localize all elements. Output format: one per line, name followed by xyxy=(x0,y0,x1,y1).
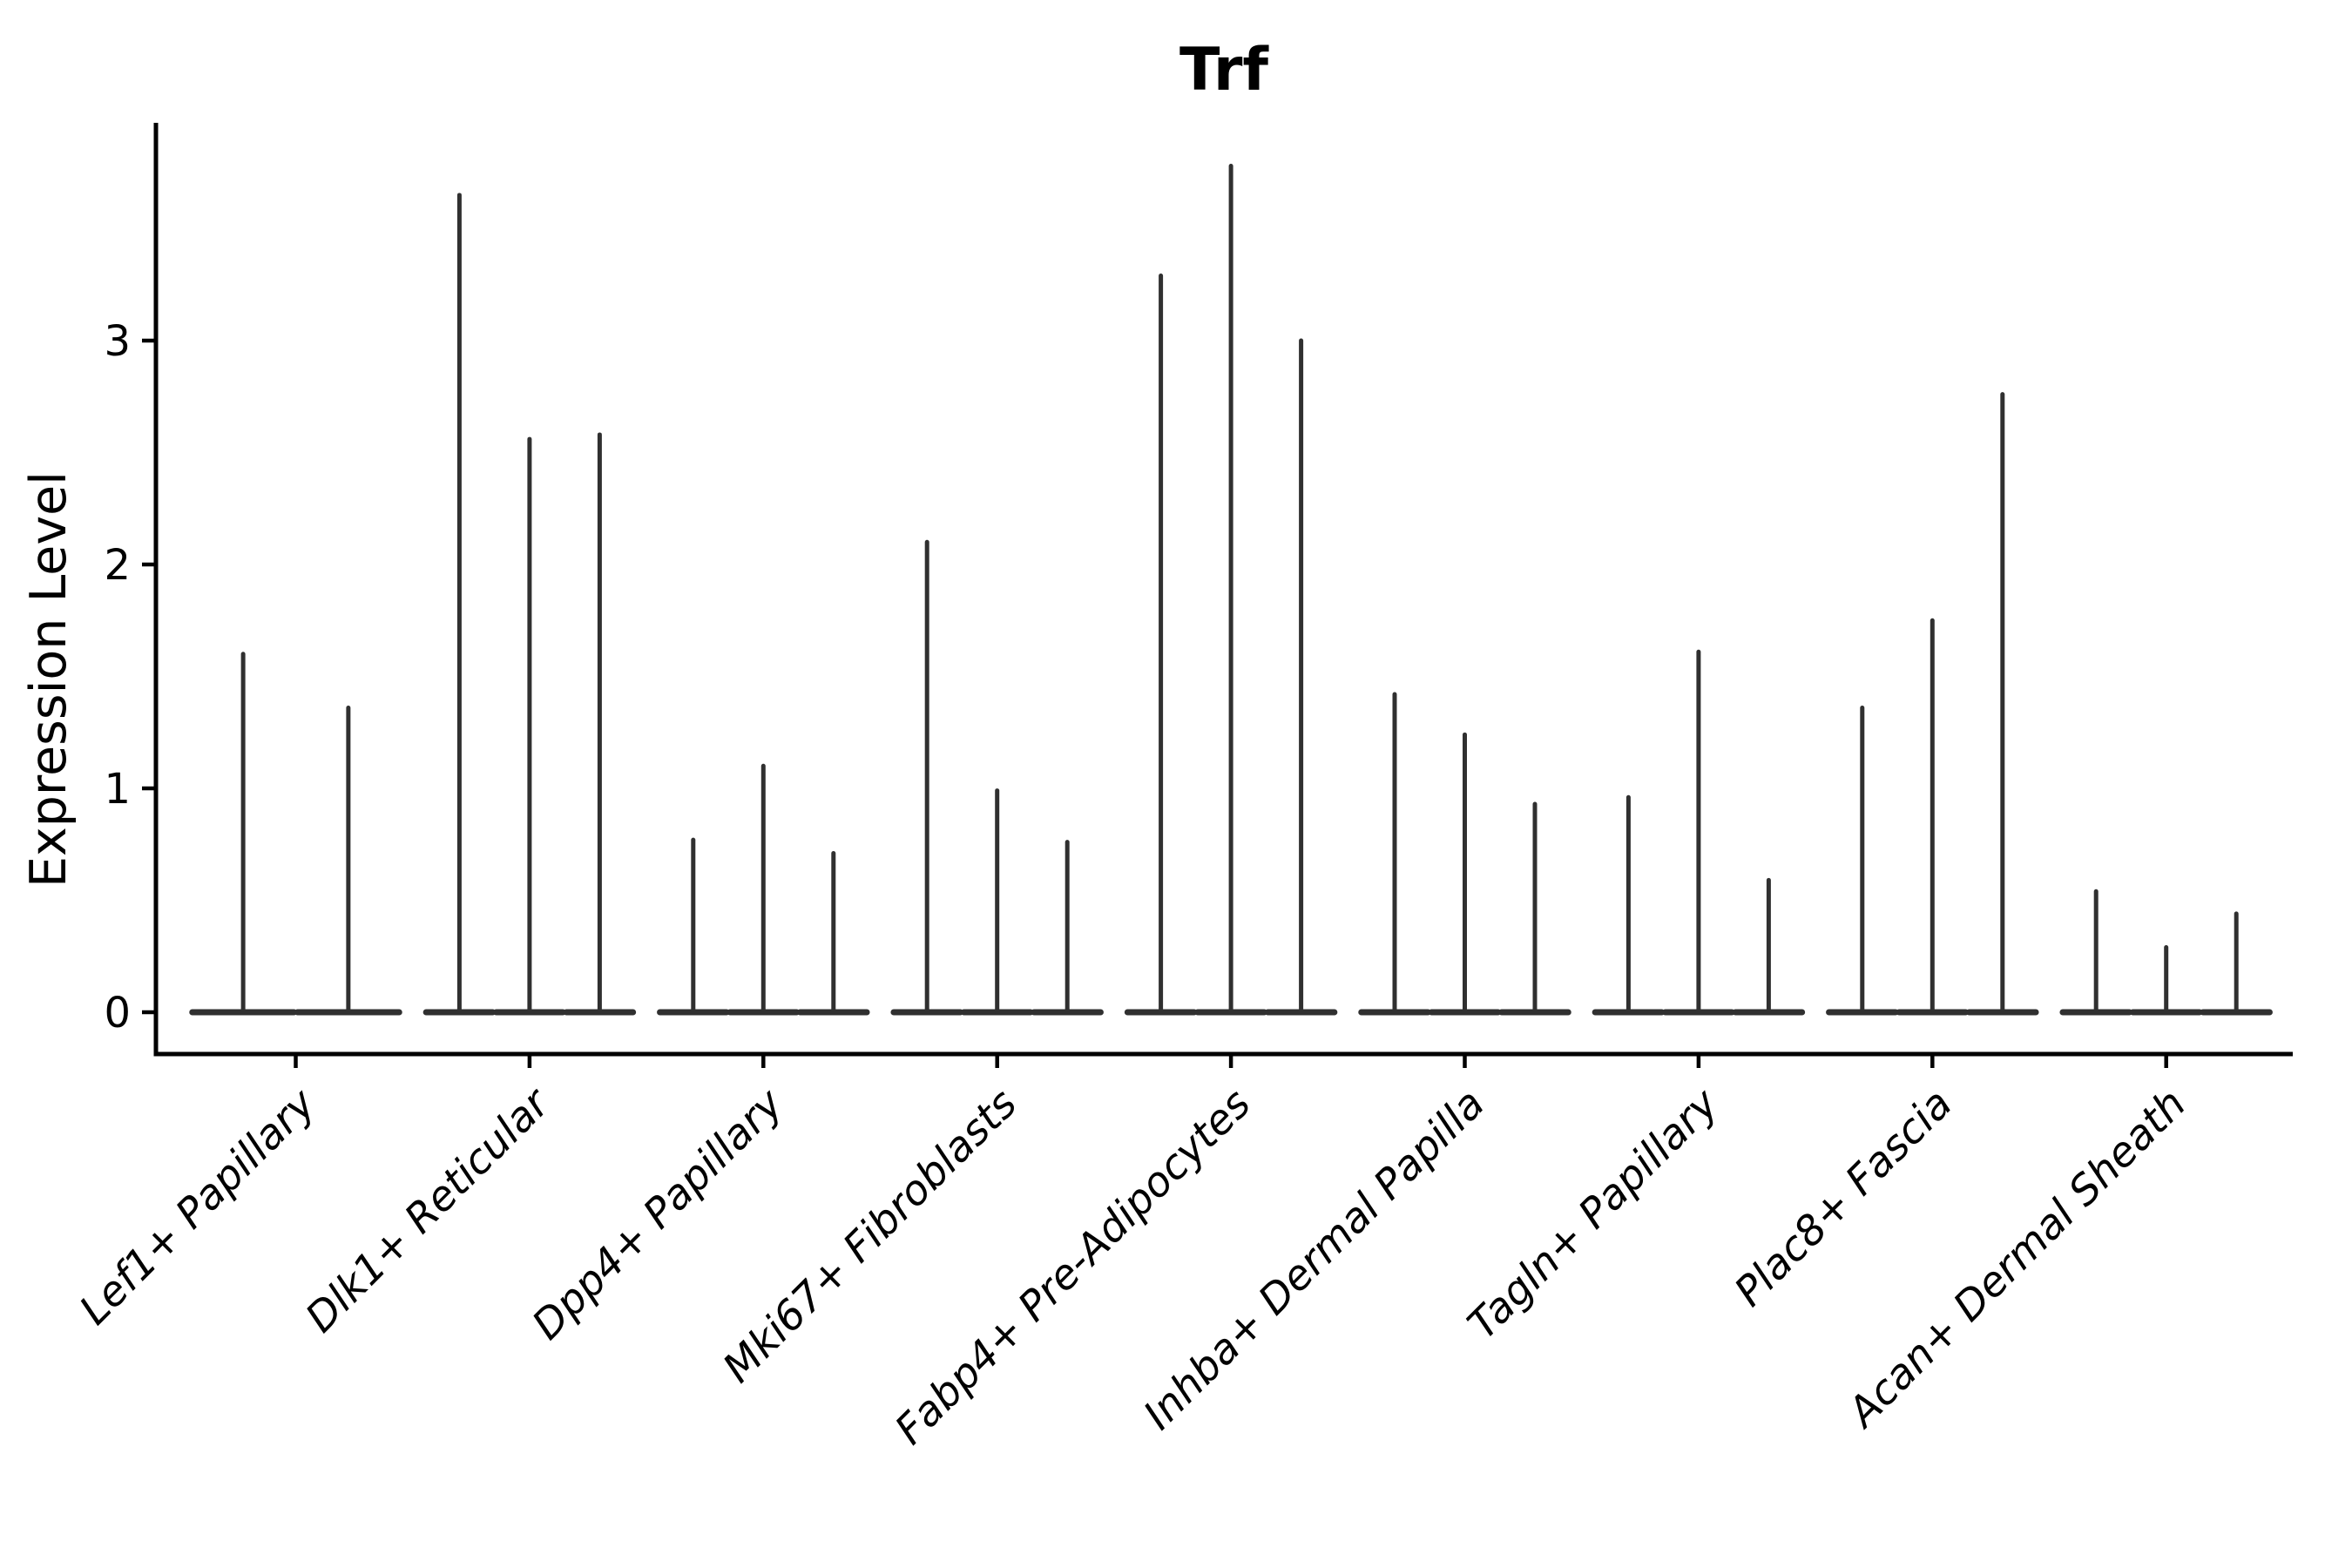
x-tick-label: Plac8+ Fascia xyxy=(1726,1080,1962,1316)
chart-title: Trf xyxy=(1179,36,1269,105)
y-tick-label: 2 xyxy=(104,541,131,590)
y-tick-label: 0 xyxy=(104,989,131,1037)
x-tick-label: Lef1+ Papillary xyxy=(71,1079,326,1335)
y-tick-label: 1 xyxy=(104,765,131,814)
x-tick-label: Tagln+ Papillary xyxy=(1459,1079,1729,1349)
y-tick-label: 3 xyxy=(104,317,131,366)
x-tick-label: Dlk1+ Reticular xyxy=(296,1078,560,1342)
x-tick-label: Dpp4+ Papillary xyxy=(524,1079,794,1349)
y-axis-label: Expression Level xyxy=(20,471,78,888)
